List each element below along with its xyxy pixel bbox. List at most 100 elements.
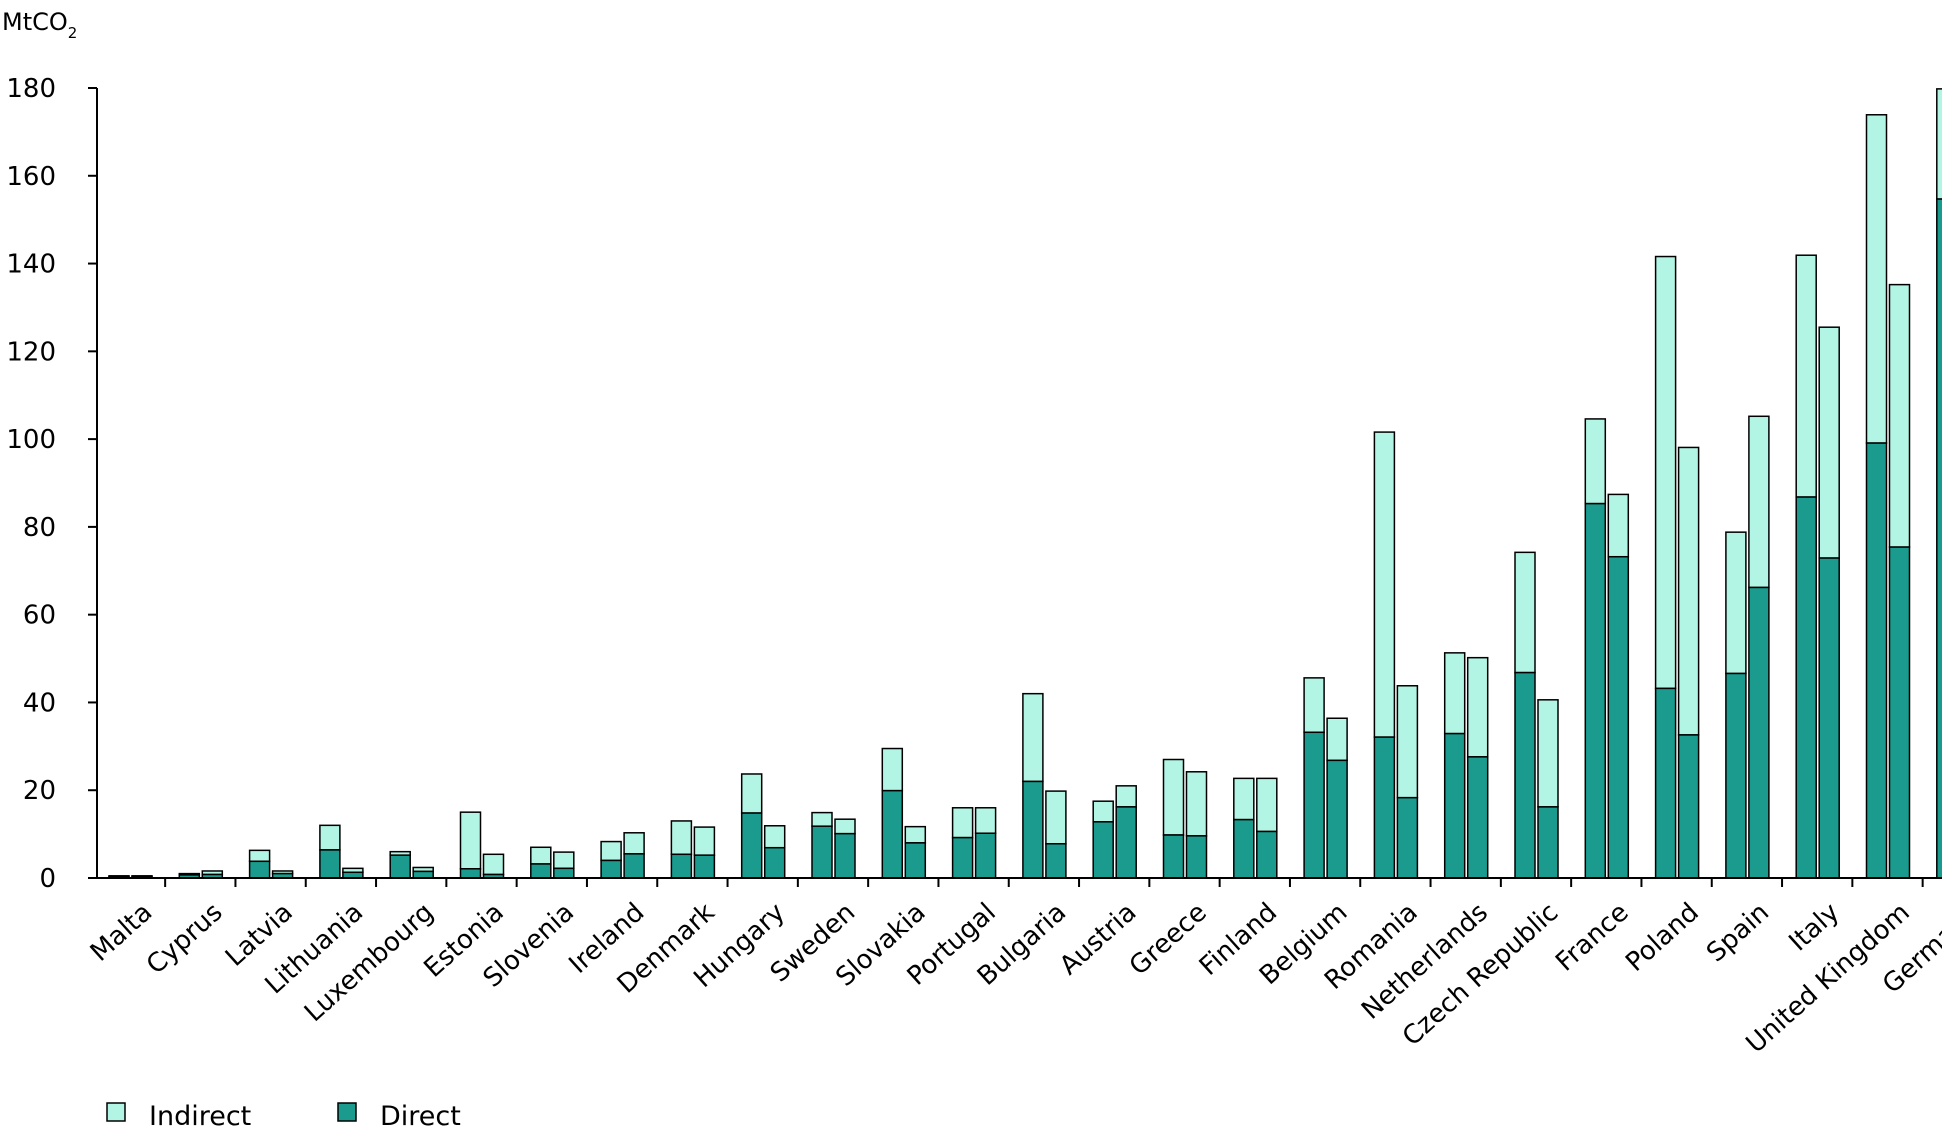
bar-segment-direct xyxy=(459,868,482,879)
bar-segment-indirect xyxy=(1092,800,1114,823)
bar-segment-indirect xyxy=(904,825,927,844)
bar-segment-indirect xyxy=(1514,551,1536,674)
bar-segment-direct xyxy=(248,860,271,879)
bar-segment-indirect xyxy=(1022,692,1044,783)
y-axis-unit-text: MtCO xyxy=(2,8,68,36)
bar-segment-direct xyxy=(1936,198,1942,879)
y-tick-label: 180 xyxy=(6,74,56,104)
bar-segment-direct xyxy=(904,842,927,879)
bar-segment-direct xyxy=(693,854,716,879)
x-category-label: Spain xyxy=(1701,897,1775,968)
bar-segment-direct xyxy=(1865,442,1888,879)
bar-segment-direct xyxy=(1303,731,1325,879)
bar-segment-direct xyxy=(1443,732,1466,879)
axes xyxy=(96,88,1942,879)
bar-segment-indirect xyxy=(482,853,505,876)
bar-segment-direct xyxy=(600,859,622,879)
x-category-label: Cyprus xyxy=(141,897,229,980)
bar-segment-indirect xyxy=(1466,656,1489,758)
y-axis-ticks: 0 20 40 60 80 100 120 140 160 180 xyxy=(6,74,97,894)
y-axis-unit-subscript: 2 xyxy=(68,24,78,42)
bar-segment-indirect xyxy=(1795,254,1817,498)
bar-segment-indirect xyxy=(1396,685,1419,799)
bar-segment-direct xyxy=(834,832,856,879)
legend-label-direct: Direct xyxy=(380,1101,461,1132)
bar-segment-direct xyxy=(1677,734,1700,879)
bars-group xyxy=(108,88,1942,887)
x-category-label: Austria xyxy=(1054,897,1142,981)
bar-segment-direct xyxy=(974,832,997,879)
bar-segment-indirect xyxy=(1045,790,1067,845)
bar-segment-direct xyxy=(1725,672,1747,879)
y-tick-label: 140 xyxy=(6,250,56,280)
x-category-label: Italy xyxy=(1783,897,1845,957)
bar-segment-indirect xyxy=(811,811,833,827)
bar-segment-indirect xyxy=(1537,699,1559,808)
bar-segment-indirect xyxy=(1677,446,1700,736)
y-tick-label: 160 xyxy=(6,162,56,192)
bar-segment-direct xyxy=(1537,806,1559,879)
bar-segment-indirect xyxy=(1443,652,1466,735)
y-tick-label: 40 xyxy=(23,688,56,718)
y-tick-label: 120 xyxy=(6,337,56,367)
bar-segment-indirect xyxy=(1303,677,1325,734)
bar-segment-indirect xyxy=(951,807,974,839)
bar-segment-direct xyxy=(1607,555,1630,879)
bar-segment-direct xyxy=(740,812,763,879)
bar-segment-direct xyxy=(1256,830,1278,879)
bar-segment-indirect xyxy=(1373,431,1396,738)
bar-segment-indirect xyxy=(530,846,552,865)
bar-segment-indirect xyxy=(974,807,997,834)
bar-segment-direct xyxy=(319,849,341,879)
x-axis-category-labels: MaltaCyprusLatviaLithuaniaLuxembourgEsto… xyxy=(85,897,1942,1059)
bar-segment-indirect xyxy=(600,840,622,862)
bar-segment-direct xyxy=(811,825,833,879)
bar-segment-direct xyxy=(1654,687,1677,879)
bar-segment-indirect xyxy=(740,773,763,814)
bar-segment-indirect xyxy=(1748,415,1770,589)
x-category-label: Greece xyxy=(1124,897,1213,981)
legend: Indirect Direct xyxy=(106,1101,461,1132)
bar-segment-indirect xyxy=(553,851,575,870)
bar-segment-direct xyxy=(763,846,786,879)
y-tick-label: 0 xyxy=(39,864,56,894)
bar-segment-indirect xyxy=(623,832,645,855)
legend-swatch-indirect xyxy=(106,1102,126,1122)
bar-segment-indirect xyxy=(1185,771,1208,837)
bar-segment-direct xyxy=(1888,546,1911,879)
bar-segment-direct xyxy=(1818,557,1840,879)
bar-segment-direct xyxy=(1795,496,1817,879)
y-axis-unit-label: MtCO2 xyxy=(2,8,77,42)
bar-segment-indirect xyxy=(1584,418,1607,505)
bar-segment-indirect xyxy=(834,818,856,835)
bar-segment-indirect xyxy=(248,849,271,863)
bar-segment-indirect xyxy=(1233,777,1255,821)
legend-label-indirect: Indirect xyxy=(149,1101,251,1132)
bar-segment-direct xyxy=(1115,806,1137,879)
bar-segment-direct xyxy=(1092,821,1114,879)
bar-segment-direct xyxy=(881,789,904,879)
bar-segment-indirect xyxy=(459,811,482,870)
bar-segment-indirect xyxy=(670,820,693,856)
bar-segment-indirect xyxy=(1607,493,1630,558)
svg-text:MtCO2: MtCO2 xyxy=(2,8,77,42)
bar-segment-direct xyxy=(1514,671,1536,879)
x-category-label: Poland xyxy=(1620,897,1705,977)
y-tick-label: 80 xyxy=(23,513,56,543)
bar-segment-direct xyxy=(1162,834,1185,879)
bar-segment-indirect xyxy=(1115,785,1137,808)
bar-segment-indirect xyxy=(1256,777,1278,833)
y-tick-label: 100 xyxy=(6,425,56,455)
bar-segment-direct xyxy=(1466,756,1489,879)
bar-segment-direct xyxy=(1233,818,1255,879)
bar-segment-direct xyxy=(1396,796,1419,879)
bar-segment-indirect xyxy=(881,747,904,792)
bar-segment-indirect xyxy=(693,826,716,856)
bar-segment-direct xyxy=(1022,780,1044,879)
bar-segment-direct xyxy=(530,863,552,879)
bar-segment-indirect xyxy=(1936,88,1942,200)
x-category-label: France xyxy=(1550,897,1634,977)
y-tick-label: 60 xyxy=(23,601,56,631)
bar-segment-indirect xyxy=(1654,255,1677,690)
